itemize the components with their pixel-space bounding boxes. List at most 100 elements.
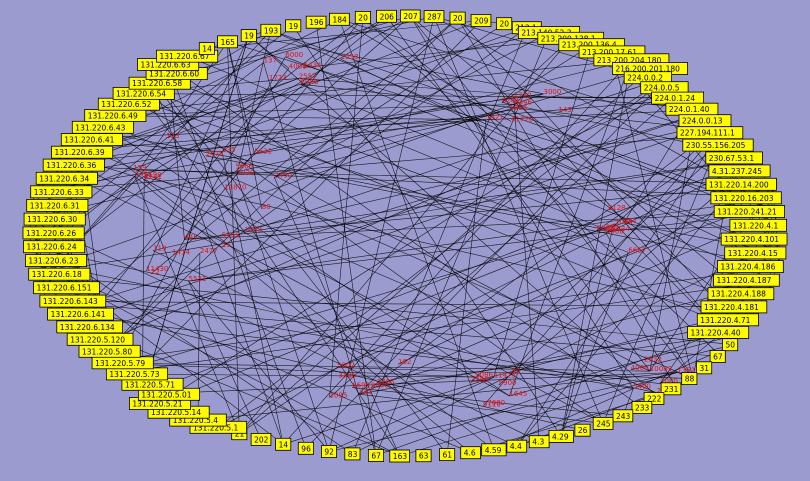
ring-node[interactable]: 131.220.6.52 <box>97 97 160 111</box>
ring-node[interactable]: 20 <box>496 17 513 31</box>
port-label[interactable]: 25 <box>222 241 231 249</box>
port-label[interactable]: 2557 <box>299 72 317 80</box>
ring-node[interactable]: 131.220.6.24 <box>23 240 86 254</box>
port-label[interactable]: 1434 <box>304 62 322 70</box>
ring-node[interactable]: 230.67.53.1 <box>705 151 763 165</box>
ring-node[interactable]: 131.220.5.120 <box>66 332 134 346</box>
port-label[interactable]: 7000 <box>487 399 505 407</box>
ring-node[interactable]: 224.0.1.24 <box>651 91 704 105</box>
port-label[interactable]: 5900 <box>499 379 517 387</box>
ring-node[interactable]: 245 <box>592 416 614 430</box>
port-label[interactable]: 2477 <box>200 247 218 255</box>
port-label[interactable]: 1433 <box>244 226 262 234</box>
ring-node[interactable]: 131.220.241.21 <box>713 205 786 218</box>
ring-node[interactable]: 20 <box>449 11 466 25</box>
ring-node[interactable]: 61 <box>439 448 456 462</box>
port-label[interactable]: 9000 <box>371 382 389 390</box>
ring-node[interactable]: 4.29 <box>548 429 574 443</box>
ring-node[interactable]: 287 <box>423 10 445 24</box>
port-label[interactable]: 119 <box>153 245 166 253</box>
port-label[interactable]: 41770 <box>511 116 533 124</box>
port-label[interactable]: 137 <box>264 57 277 65</box>
port-label[interactable]: 6667 <box>628 246 646 254</box>
ring-node[interactable]: 20 <box>354 10 371 24</box>
ring-node[interactable]: 131.220.5.80 <box>78 344 141 358</box>
port-label[interactable]: 2490 <box>274 172 292 180</box>
port-label[interactable]: 4008 <box>289 62 307 70</box>
ring-node[interactable]: 131.220.16.203 <box>710 191 782 205</box>
ring-node[interactable]: 165 <box>217 35 238 49</box>
ring-node[interactable]: 131.220.5.01 <box>137 387 200 401</box>
ring-node[interactable]: 193 <box>260 23 282 37</box>
port-label[interactable]: 1080 <box>615 218 633 226</box>
port-label[interactable]: 2241 <box>144 173 162 181</box>
ring-node[interactable]: 131.220.6.49 <box>84 109 147 122</box>
ring-node[interactable]: 131.220.6.30 <box>23 212 86 226</box>
port-label[interactable]: 11430 <box>146 265 168 273</box>
ring-node[interactable]: 19 <box>285 19 302 33</box>
ring-node[interactable]: 131.220.6.39 <box>51 145 114 159</box>
port-label[interactable]: 6346 <box>514 99 532 107</box>
ring-node[interactable]: 131.220.6.34 <box>35 171 98 185</box>
port-label[interactable]: 5000 <box>606 227 624 235</box>
ring-node[interactable]: 96 <box>297 441 314 455</box>
ring-node[interactable]: 207 <box>399 9 421 23</box>
ring-node[interactable]: 131.220.4.101 <box>720 232 788 246</box>
ring-node[interactable]: 67 <box>709 350 726 363</box>
port-label[interactable]: 11423 <box>494 371 516 379</box>
port-label[interactable]: 135 <box>222 146 235 154</box>
port-label[interactable]: 443 <box>359 388 372 396</box>
ring-node[interactable]: 131.220.4.187 <box>713 273 780 287</box>
ring-node[interactable]: 4.4 <box>506 439 528 453</box>
ring-node[interactable]: 131.220.4.188 <box>707 287 775 301</box>
port-label[interactable]: 8888 <box>597 225 615 233</box>
port-label[interactable]: 1030 <box>237 169 255 177</box>
port-label[interactable]: 389 <box>606 224 619 232</box>
ring-node[interactable]: 131.220.6.41 <box>60 133 123 147</box>
port-label[interactable]: 2478 <box>206 150 224 158</box>
ring-node[interactable]: 4.6 <box>460 446 481 460</box>
ring-node[interactable]: 131.220.6.23 <box>24 254 88 267</box>
port-label[interactable]: 5555 <box>222 232 240 240</box>
port-label[interactable]: 445 <box>184 233 197 241</box>
ring-node[interactable]: 131.220.5.73 <box>106 367 169 381</box>
port-label[interactable]: 3128 <box>608 204 626 212</box>
port-label[interactable]: 1521 <box>486 114 504 122</box>
ring-node[interactable]: 131.220.4.1 <box>729 218 787 232</box>
ring-node[interactable]: 131.220.4.186 <box>717 260 784 274</box>
port-label[interactable]: 1723 <box>269 74 287 82</box>
port-label[interactable]: 8281 <box>502 96 520 104</box>
ring-node[interactable]: 231 <box>660 382 682 396</box>
ring-node[interactable]: 92 <box>320 445 337 458</box>
ring-node[interactable]: 196 <box>305 15 327 29</box>
port-label[interactable]: 139 <box>133 164 146 172</box>
port-label[interactable]: 2332 <box>644 356 662 364</box>
port-label[interactable]: 161 <box>624 217 637 225</box>
port-label[interactable]: 22 <box>151 268 160 276</box>
ring-node[interactable]: 131.220.6.36 <box>42 158 105 172</box>
port-label[interactable]: 9110 <box>483 400 501 408</box>
ring-node[interactable]: 131.220.6.26 <box>22 226 85 240</box>
port-label[interactable]: 1080 <box>660 378 678 386</box>
port-label[interactable]: 5531 <box>189 275 207 283</box>
ring-node[interactable]: 14 <box>275 437 292 451</box>
ring-node[interactable]: 67 <box>367 448 384 462</box>
port-label[interactable]: 2086 <box>475 371 493 379</box>
ring-node[interactable]: 227.194.111.1 <box>676 126 744 140</box>
ring-node[interactable]: 4.31.237.245 <box>708 164 771 178</box>
port-label[interactable]: 5190 <box>144 171 162 179</box>
ring-node[interactable]: 88 <box>681 372 698 386</box>
port-label[interactable]: 1734 <box>612 225 630 233</box>
ring-node[interactable]: 184 <box>329 12 350 26</box>
ring-node[interactable]: 19 <box>240 29 257 43</box>
ring-node[interactable]: 202 <box>250 432 272 446</box>
ring-node[interactable]: 131.220.6.18 <box>28 267 91 281</box>
ring-node[interactable]: 209 <box>470 14 492 27</box>
ring-node[interactable]: 131.220.6.33 <box>30 185 93 199</box>
ring-node[interactable]: 131.220.4.181 <box>700 300 768 314</box>
port-label[interactable]: 1352 <box>677 366 695 374</box>
ring-node[interactable]: 131.220.6.43 <box>71 120 134 134</box>
port-label[interactable]: 5632 <box>254 148 272 156</box>
port-label[interactable]: 1421 <box>135 170 153 178</box>
ring-node[interactable]: 131.220.6.141 <box>47 307 114 321</box>
